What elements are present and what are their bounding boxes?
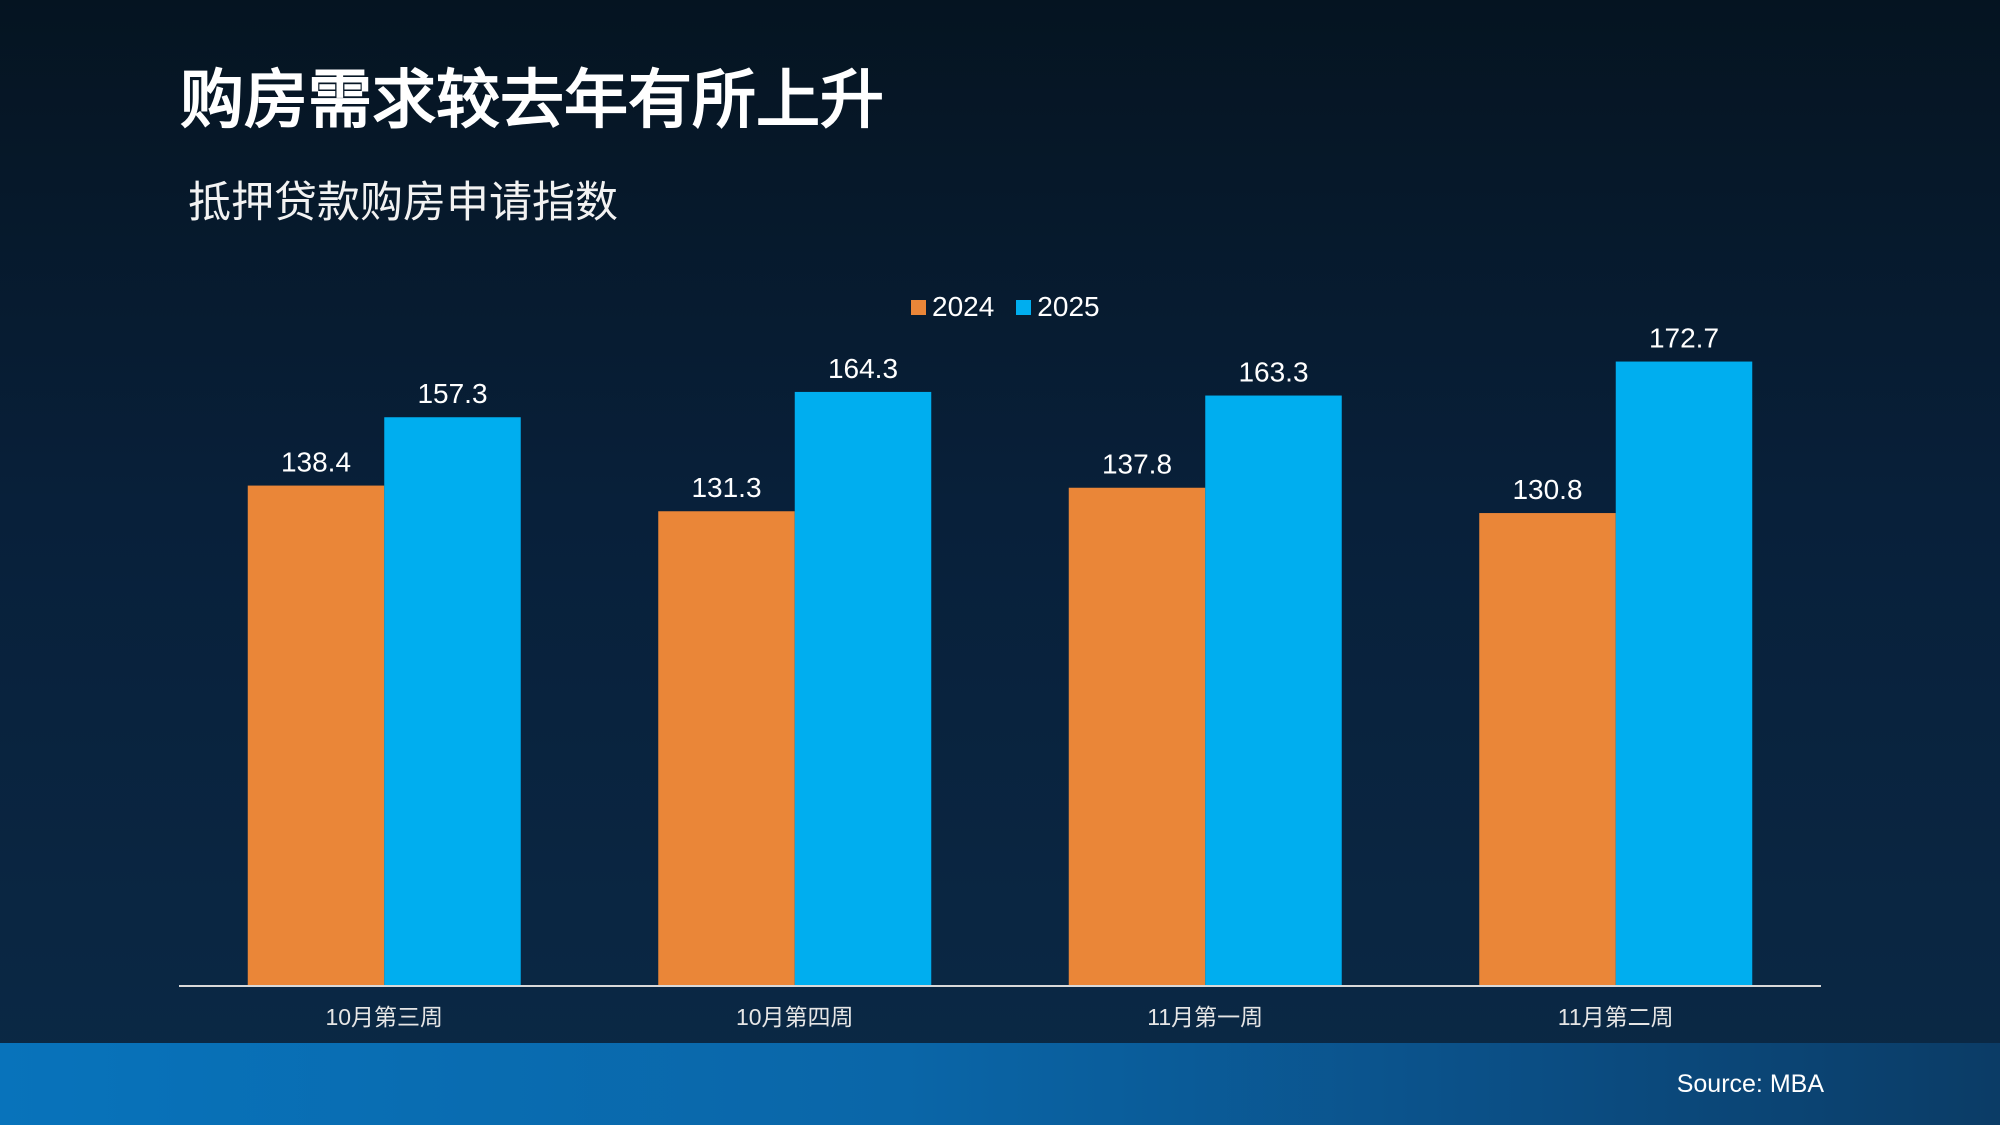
legend-item-2025: 2025	[1016, 290, 1100, 324]
data-label-2025-cat-1: 157.3	[417, 378, 487, 409]
bar-2025-cat-4	[1615, 361, 1753, 986]
bar-2024-cat-3	[1068, 487, 1206, 986]
category-label-1: 10月第三周	[325, 1004, 443, 1030]
legend-swatch-2025	[1016, 299, 1032, 315]
bars-group	[247, 361, 1753, 986]
data-label-2025-cat-3: 163.3	[1238, 357, 1308, 388]
data-label-2025-cat-2: 164.3	[828, 353, 898, 384]
chart-legend: 2024 2025	[911, 290, 1100, 324]
category-label-3: 11月第一周	[1147, 1004, 1263, 1030]
bar-2024-cat-1	[247, 485, 385, 986]
legend-label-2025: 2025	[1037, 291, 1100, 322]
legend-item-2024: 2024	[911, 290, 994, 324]
bar-2025-cat-1	[384, 417, 521, 986]
source-note: Source: MBA	[1676, 1070, 1824, 1098]
category-labels-group: 10月第三周 10月第四周 11月第一周 11月第二周	[325, 1004, 1673, 1030]
data-label-2024-cat-1: 138.4	[281, 447, 351, 478]
bar-2025-cat-2	[794, 391, 932, 986]
footer-band	[0, 1043, 2000, 1125]
legend-label-2024: 2024	[932, 291, 995, 322]
bar-2025-cat-3	[1205, 395, 1342, 986]
data-label-2024-cat-2: 131.3	[691, 472, 761, 503]
data-label-2024-cat-4: 130.8	[1512, 474, 1582, 505]
chart-title: 抵押贷款购房申请指数	[188, 179, 618, 227]
data-label-2025-cat-4: 172.7	[1649, 323, 1719, 354]
legend-swatch-2024	[911, 299, 926, 315]
bar-2024-cat-2	[658, 511, 795, 986]
category-label-2: 10月第四周	[736, 1004, 854, 1030]
data-labels-group: 138.4 157.3 131.3 164.3 137.8 163.3 130.8 172.7	[281, 323, 1719, 506]
bar-2024-cat-4	[1479, 513, 1616, 986]
data-label-2024-cat-3: 137.8	[1102, 449, 1172, 480]
category-label-4: 11月第二周	[1558, 1004, 1674, 1030]
slide-title: 购房需求较去年有所上升	[180, 64, 884, 136]
